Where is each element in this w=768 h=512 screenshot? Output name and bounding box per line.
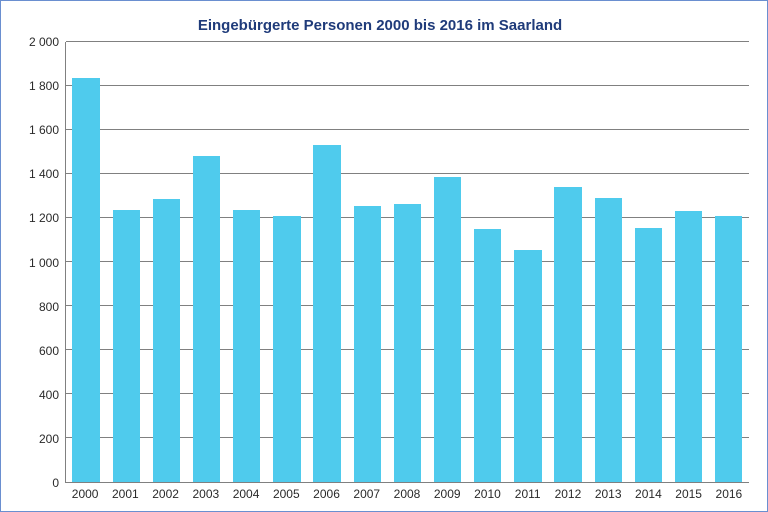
x-tick-label: 2009 [427, 483, 467, 501]
bar-slot [468, 42, 508, 482]
bar [313, 145, 340, 482]
bar-slot [548, 42, 588, 482]
chart-frame: Eingebürgerte Personen 2000 bis 2016 im … [0, 0, 768, 512]
bar-slot [387, 42, 427, 482]
bar [675, 211, 702, 482]
y-axis: 02004006008001 0001 2001 4001 6001 8002 … [11, 42, 65, 483]
bar [354, 206, 381, 482]
bar [514, 250, 541, 482]
x-tick-label: 2000 [65, 483, 105, 501]
bar-slot [709, 42, 749, 482]
bar [193, 156, 220, 482]
bar [474, 229, 501, 482]
x-tick-label: 2016 [709, 483, 749, 501]
bar-slot [106, 42, 146, 482]
x-tick-label: 2010 [467, 483, 507, 501]
x-tick-label: 2008 [387, 483, 427, 501]
y-tick-label: 400 [39, 388, 59, 402]
bar-slot [428, 42, 468, 482]
y-tick-label: 0 [52, 476, 59, 490]
y-tick-label: 800 [39, 300, 59, 314]
x-tick-label: 2005 [266, 483, 306, 501]
bar-slot [588, 42, 628, 482]
bar-slot [267, 42, 307, 482]
bar-slot [669, 42, 709, 482]
x-tick-label: 2012 [548, 483, 588, 501]
y-tick-label: 200 [39, 432, 59, 446]
x-axis: 2000200120022003200420052006200720082009… [65, 483, 749, 501]
bar [554, 187, 581, 482]
bar [595, 198, 622, 482]
x-tick-label: 2003 [186, 483, 226, 501]
bar-slot [628, 42, 668, 482]
x-tick-label: 2013 [588, 483, 628, 501]
y-tick-label: 2 000 [29, 35, 59, 49]
y-tick-label: 600 [39, 344, 59, 358]
x-tick-label: 2001 [105, 483, 145, 501]
x-tick-label: 2015 [669, 483, 709, 501]
bar [394, 204, 421, 482]
bar [635, 228, 662, 482]
bar [153, 199, 180, 482]
y-tick-label: 1 200 [29, 211, 59, 225]
bar-slot [146, 42, 186, 482]
y-tick-label: 1 400 [29, 167, 59, 181]
bar [715, 216, 742, 482]
bar-slot [508, 42, 548, 482]
y-tick-label: 1 600 [29, 123, 59, 137]
x-tick-label: 2006 [306, 483, 346, 501]
bar [113, 210, 140, 482]
bar-slot [66, 42, 106, 482]
bar [233, 210, 260, 482]
y-tick-label: 1 800 [29, 79, 59, 93]
x-tick-label: 2011 [508, 483, 548, 501]
bar-slot [347, 42, 387, 482]
bar-slot [187, 42, 227, 482]
chart-title: Eingebürgerte Personen 2000 bis 2016 im … [11, 17, 749, 34]
x-tick-label: 2004 [226, 483, 266, 501]
chart-area: 02004006008001 0001 2001 4001 6001 8002 … [11, 42, 749, 501]
bars-container [66, 42, 749, 482]
bar-slot [307, 42, 347, 482]
bar [273, 216, 300, 482]
y-tick-label: 1 000 [29, 256, 59, 270]
x-tick-label: 2002 [145, 483, 185, 501]
plot-area [65, 42, 749, 483]
bar [72, 78, 99, 482]
x-tick-label: 2014 [628, 483, 668, 501]
bar [434, 177, 461, 482]
x-tick-label: 2007 [347, 483, 387, 501]
bar-slot [227, 42, 267, 482]
